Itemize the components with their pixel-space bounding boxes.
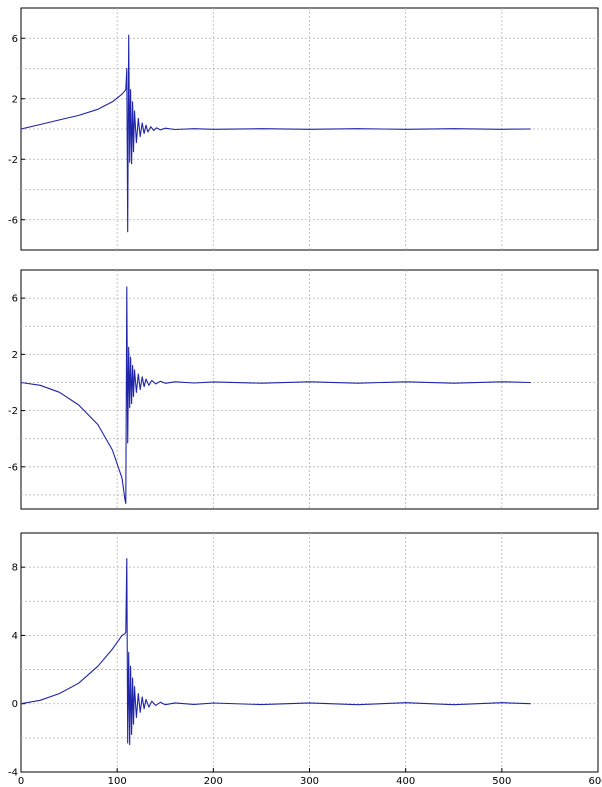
plot-area — [20, 532, 599, 773]
x-tick-label: 200 — [204, 776, 223, 787]
y-tick-label: 0 — [12, 699, 18, 710]
series-line — [20, 558, 531, 746]
y-tick-label: 4 — [12, 631, 18, 642]
x-tick-label: 400 — [396, 776, 415, 787]
series-line — [20, 34, 531, 233]
x-tick-label: 600 — [588, 776, 602, 787]
y-tick-label: -4 — [8, 768, 18, 779]
plot-area — [20, 269, 599, 510]
y-tick-label: 2 — [12, 350, 18, 361]
x-tick-label: 100 — [108, 776, 127, 787]
y-tick-label: 8 — [12, 563, 18, 574]
y-tick-label: -2 — [8, 155, 18, 166]
y-tick-label: 6 — [12, 34, 18, 45]
y-tick-label: -6 — [8, 462, 18, 473]
y-tick-label: -2 — [8, 406, 18, 417]
y-tick-label: 2 — [12, 94, 18, 105]
x-tick-label: 300 — [300, 776, 319, 787]
subplot-top: -6 -2 2 6 — [8, 7, 599, 251]
series-line — [20, 286, 531, 504]
x-tick-label: 0 — [18, 776, 24, 787]
y-tick-label: -6 — [8, 215, 18, 226]
y-tick-label: 6 — [12, 294, 18, 305]
subplot-bottom: -40480100200300400500600 — [8, 532, 602, 787]
x-tick-label: 500 — [492, 776, 511, 787]
subplot-middle: -6 -2 2 6 — [8, 269, 599, 510]
